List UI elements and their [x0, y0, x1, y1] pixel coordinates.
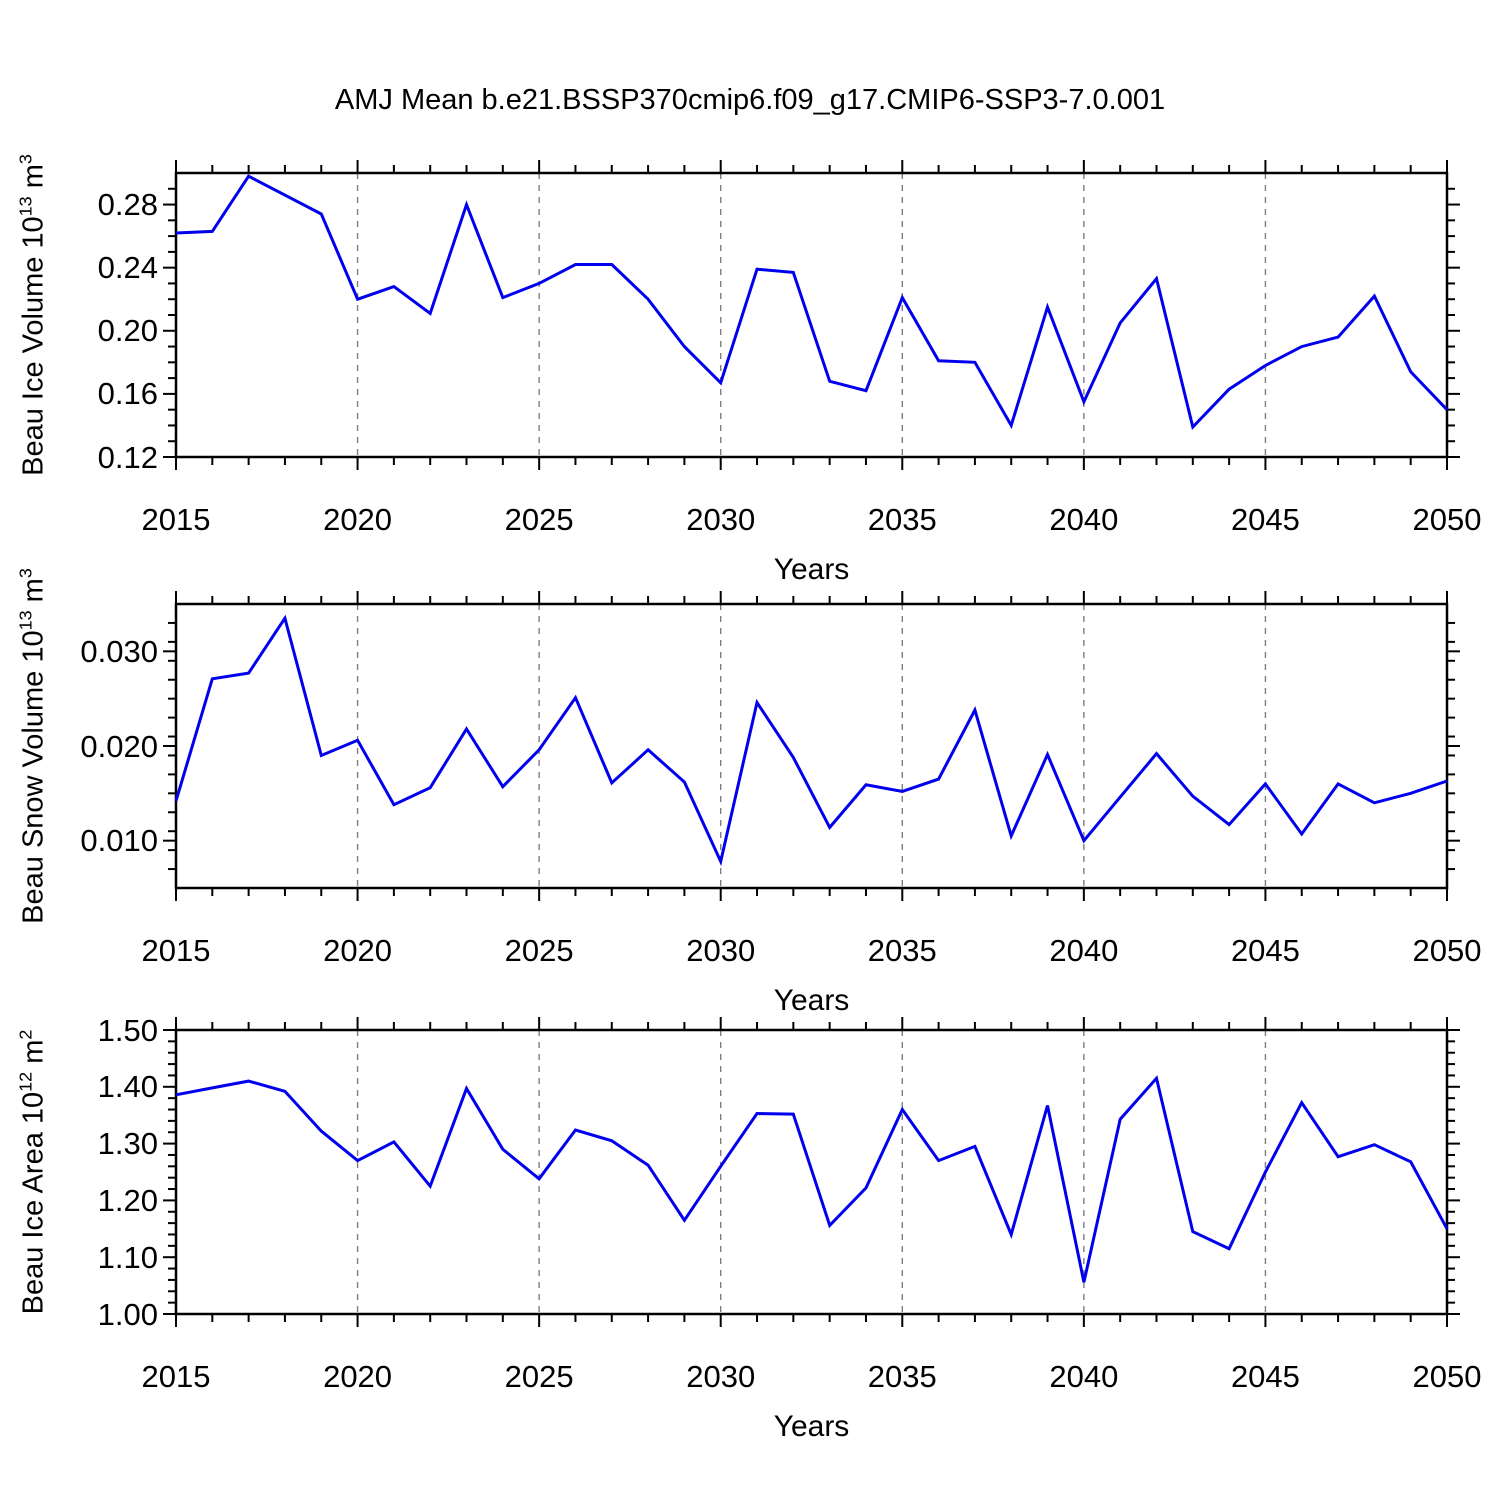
x-tick-label: 2020 [323, 502, 393, 537]
x-tick-label: 2045 [1230, 933, 1300, 968]
x-tick-label: 2040 [1049, 1359, 1119, 1394]
y-tick-label: 0.20 [97, 313, 158, 349]
chart-title: AMJ Mean b.e21.BSSP370cmip6.f09_g17.CMIP… [334, 84, 1166, 116]
x-tick-label: 2015 [141, 1359, 211, 1394]
y-axis-title-exponent: 13 [15, 196, 36, 217]
x-tick-label: 2025 [504, 502, 574, 537]
x-tick-label: 2030 [686, 502, 756, 537]
y-tick-label: 1.10 [97, 1239, 158, 1275]
panel-frame-2 [174, 602, 1449, 890]
x-tick-label: 2020 [323, 933, 393, 968]
x-tick-label: 2025 [504, 1359, 574, 1394]
panel-frame-3 [174, 1028, 1449, 1316]
y-tick-label: 0.010 [80, 823, 158, 859]
x-axis-title: Years [773, 1410, 850, 1443]
x-tick-label: 2030 [686, 1359, 756, 1394]
y-tick-label: 1.50 [97, 1012, 158, 1048]
panel-frame-1 [174, 171, 1449, 459]
x-tick-label: 2030 [686, 933, 756, 968]
x-tick-label: 2050 [1412, 1359, 1482, 1394]
y-tick-label: 0.12 [97, 439, 158, 475]
y-tick-label: 0.020 [80, 728, 158, 764]
y-tick-label: 1.30 [97, 1126, 158, 1162]
x-axis-title: Years [773, 984, 850, 1017]
x-tick-label: 2040 [1049, 933, 1119, 968]
data-line-series-2 [174, 614, 1448, 867]
y-axis-title-text: Beau Snow Volume 10 [17, 630, 50, 924]
x-tick-label: 2040 [1049, 502, 1119, 537]
data-line-series-1 [175, 174, 1449, 431]
y-tick-label: 1.40 [97, 1069, 158, 1105]
y-tick-label: 1.20 [97, 1182, 158, 1218]
y-tick-label: 0.030 [80, 633, 158, 669]
y-axis-title-exponent: 13 [15, 610, 36, 631]
y-axis-title-unit-exponent: 3 [15, 568, 36, 579]
x-tick-label: 2035 [867, 502, 937, 537]
x-tick-label: 2025 [504, 933, 574, 968]
x-tick-label: 2015 [141, 933, 211, 968]
x-tick-label: 2020 [323, 1359, 393, 1394]
y-tick-label: 0.28 [97, 187, 158, 223]
x-axis-title: Years [773, 553, 850, 586]
x-tick-label: 2035 [867, 1359, 937, 1394]
x-tick-label: 2045 [1230, 502, 1300, 537]
x-tick-label: 2045 [1230, 1359, 1300, 1394]
y-tick-label: 1.00 [97, 1296, 158, 1332]
x-tick-label: 2050 [1412, 502, 1482, 537]
y-axis-title-exponent: 12 [15, 1071, 36, 1092]
y-tick-label: 0.24 [97, 250, 158, 286]
y-axis-title-unit: m [17, 578, 50, 611]
x-tick-label: 2015 [141, 502, 211, 537]
y-tick-label: 0.16 [97, 376, 158, 412]
data-line-series-3 [175, 1075, 1449, 1283]
y-axis-title-unit-exponent: 3 [15, 154, 36, 165]
y-axis-title-unit-exponent: 2 [15, 1029, 36, 1040]
x-tick-label: 2050 [1412, 933, 1482, 968]
x-tick-label: 2035 [867, 933, 937, 968]
